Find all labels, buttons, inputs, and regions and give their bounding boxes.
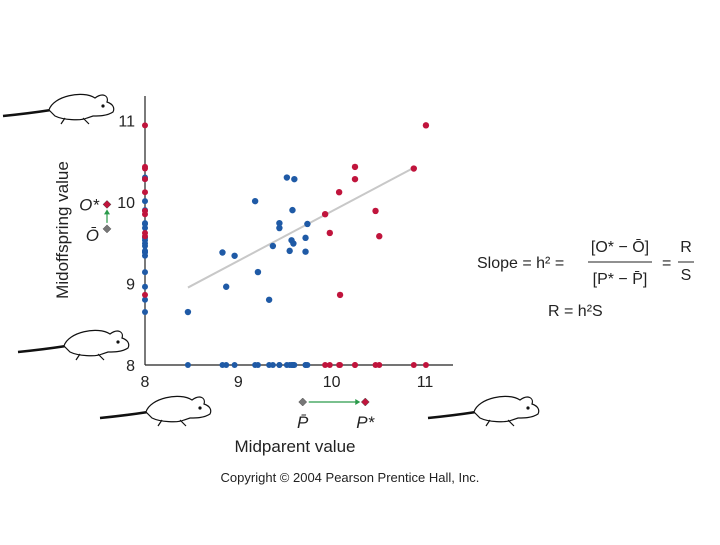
formula-eq: = bbox=[662, 255, 671, 272]
x-tick-label: 9 bbox=[234, 374, 243, 391]
y-projection bbox=[142, 269, 148, 276]
y-projection bbox=[142, 163, 148, 170]
point bbox=[184, 308, 192, 316]
x-projection bbox=[304, 362, 311, 368]
x-marker-label: P* bbox=[356, 413, 375, 432]
y-projection bbox=[142, 198, 148, 205]
x-tick-label: 8 bbox=[141, 374, 150, 391]
point bbox=[410, 165, 417, 172]
mouse-icon bbox=[16, 329, 130, 362]
point bbox=[283, 174, 291, 181]
point bbox=[276, 224, 283, 232]
point bbox=[286, 247, 293, 255]
point bbox=[251, 197, 259, 205]
formula-numerator: [O* − Ō] bbox=[591, 238, 649, 256]
point bbox=[326, 229, 333, 237]
x-projection bbox=[276, 362, 283, 368]
x-projection bbox=[231, 362, 238, 368]
point bbox=[321, 210, 329, 218]
y-axis-label: Midoffspring value bbox=[53, 161, 72, 299]
point bbox=[223, 283, 230, 290]
y-projection bbox=[142, 176, 148, 183]
arrow-head bbox=[355, 399, 361, 405]
arrow-head bbox=[104, 209, 110, 215]
point bbox=[219, 249, 226, 256]
point bbox=[289, 206, 296, 214]
x-projection bbox=[269, 362, 276, 368]
point bbox=[351, 163, 359, 171]
y-marker-label: Ō bbox=[86, 226, 99, 245]
y-projection bbox=[142, 233, 148, 240]
formula-s: S bbox=[681, 267, 692, 284]
x-projection bbox=[322, 362, 329, 368]
x-projection bbox=[422, 362, 429, 368]
x-projection bbox=[326, 362, 333, 368]
point bbox=[304, 220, 311, 228]
point bbox=[302, 248, 309, 255]
mouse-icon bbox=[98, 395, 212, 428]
y-tick-label: 10 bbox=[117, 195, 135, 212]
point bbox=[231, 252, 238, 259]
x-projection bbox=[184, 362, 191, 368]
x-projection bbox=[337, 362, 344, 368]
x-projection bbox=[289, 362, 296, 368]
formula-denominator: [P* − P̄] bbox=[593, 271, 648, 288]
formula: Slope = h² = [O* − Ō] [P* − P̄] = R S R … bbox=[477, 238, 694, 320]
y-marker-label: O* bbox=[79, 195, 100, 214]
x-tick-label: 11 bbox=[417, 374, 434, 391]
copyright: Copyright © 2004 Pearson Prentice Hall, … bbox=[221, 470, 480, 485]
y-projection bbox=[142, 207, 148, 214]
y-tick-label: 8 bbox=[126, 358, 135, 375]
y-projection bbox=[142, 309, 148, 316]
x-marker bbox=[298, 397, 308, 407]
y-tick-label: 11 bbox=[118, 113, 135, 130]
formula-second: R = h²S bbox=[548, 303, 603, 320]
point bbox=[336, 291, 344, 299]
point bbox=[276, 219, 283, 227]
y-projection bbox=[142, 240, 148, 247]
x-tick-label: 10 bbox=[323, 374, 341, 391]
y-projection bbox=[142, 248, 148, 255]
y-projection bbox=[142, 296, 148, 303]
x-projection bbox=[254, 362, 261, 368]
point bbox=[302, 234, 309, 242]
y-marker bbox=[102, 224, 112, 234]
formula-r: R bbox=[680, 239, 692, 256]
y-projection bbox=[142, 122, 148, 129]
x-projection bbox=[410, 362, 417, 368]
point bbox=[422, 122, 430, 129]
y-projection bbox=[142, 189, 148, 196]
point bbox=[335, 188, 343, 196]
point bbox=[376, 233, 383, 240]
mouse-icon bbox=[1, 93, 115, 126]
mouse-icon bbox=[426, 395, 540, 428]
x-projection bbox=[219, 362, 226, 368]
y-tick-label: 9 bbox=[126, 276, 135, 293]
point bbox=[291, 175, 298, 183]
x-projection bbox=[352, 362, 358, 368]
point bbox=[351, 175, 359, 183]
x-marker bbox=[360, 397, 370, 407]
point bbox=[254, 268, 262, 276]
point bbox=[269, 242, 277, 250]
x-projection bbox=[376, 362, 383, 368]
point bbox=[265, 296, 273, 303]
y-projection bbox=[142, 220, 148, 227]
y-marker bbox=[102, 200, 112, 209]
point bbox=[372, 207, 379, 215]
x-axis-label: Midparent value bbox=[235, 437, 356, 456]
y-projection bbox=[142, 291, 148, 298]
x-marker-label: P̄ bbox=[297, 413, 309, 432]
formula-lhs: Slope = h² = bbox=[477, 255, 564, 272]
y-projection bbox=[142, 283, 148, 290]
point bbox=[290, 240, 297, 247]
trend-line bbox=[187, 166, 415, 289]
